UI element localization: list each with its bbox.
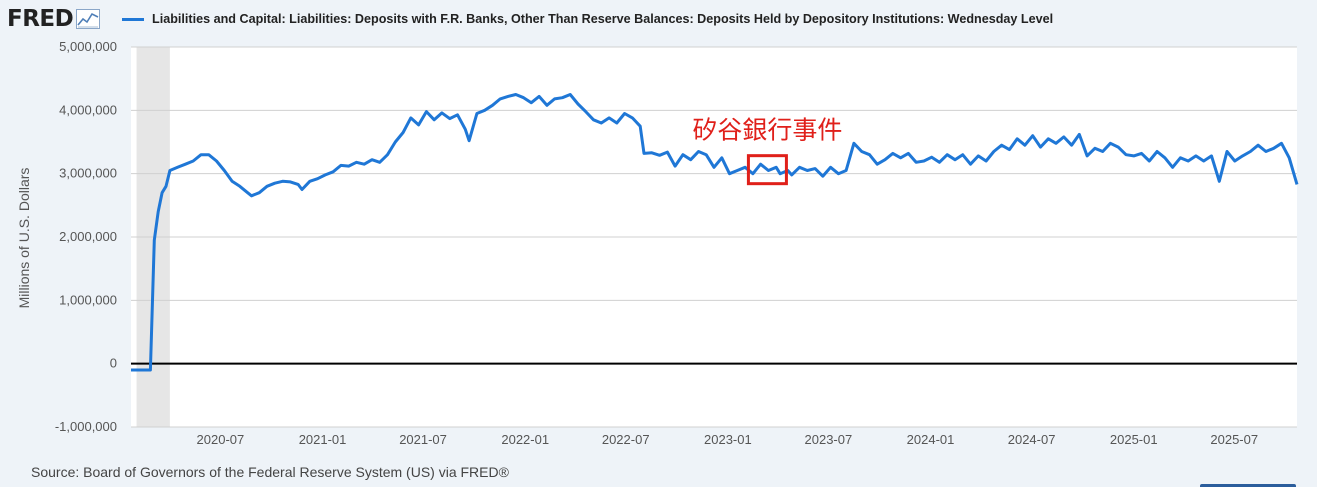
x-tick-label: 2021-07: [399, 432, 447, 447]
legend-label: Liabilities and Capital: Liabilities: De…: [152, 12, 1054, 26]
annotation-label: 矽谷銀行事件: [692, 116, 842, 145]
x-tick-label: 2023-07: [805, 432, 853, 447]
x-tick-label: 2022-01: [501, 432, 549, 447]
download-button[interactable]: [1200, 484, 1296, 487]
x-tick-label: 2020-07: [197, 432, 245, 447]
logo-text: FRED: [7, 6, 74, 32]
line-chart-icon: [76, 9, 101, 29]
x-tick-label: 2024-01: [907, 432, 955, 447]
source-text: Source: Board of Governors of the Federa…: [31, 464, 509, 480]
y-tick-label: 3,000,000: [59, 166, 117, 181]
y-tick-label: 0: [110, 356, 117, 371]
x-tick-label: 2021-01: [299, 432, 347, 447]
series-line: [131, 93, 1299, 372]
chart-legend: Liabilities and Capital: Liabilities: De…: [122, 12, 1053, 26]
y-tick-label: 4,000,000: [59, 102, 117, 117]
x-tick-label: 2022-07: [602, 432, 650, 447]
y-tick-label: 5,000,000: [59, 39, 117, 54]
x-tick-label: 2023-01: [704, 432, 752, 447]
legend-swatch: [122, 17, 144, 21]
y-tick-label: 2,000,000: [59, 229, 117, 244]
y-tick-label: -1,000,000: [55, 419, 117, 434]
annotation-box: [746, 154, 788, 186]
x-tick-label: 2024-07: [1008, 432, 1056, 447]
fred-logo[interactable]: FRED: [7, 6, 101, 32]
x-tick-label: 2025-07: [1210, 432, 1258, 447]
x-tick-label: 2025-01: [1110, 432, 1158, 447]
y-tick-label: 1,000,000: [59, 292, 117, 307]
chart-header: FRED Liabilities and Capital: Liabilitie…: [0, 0, 1317, 40]
